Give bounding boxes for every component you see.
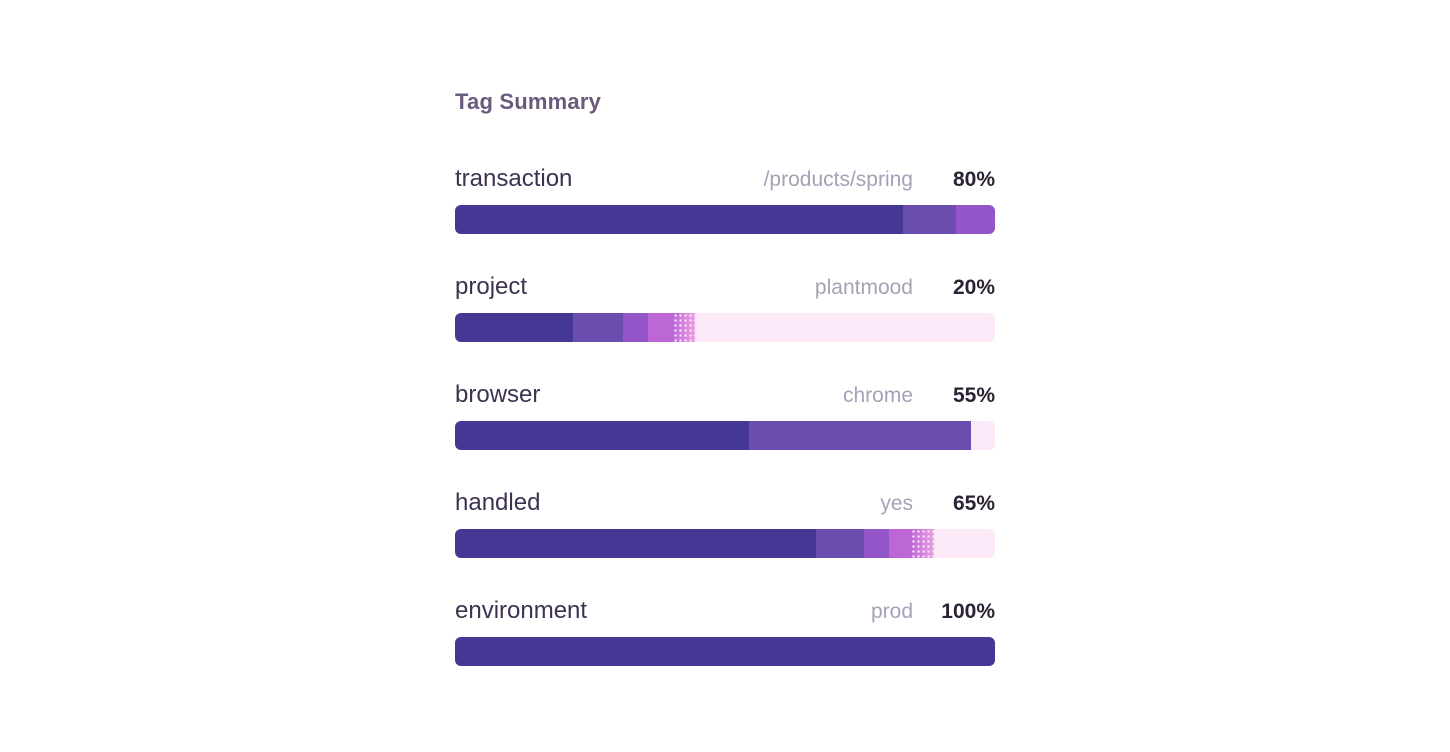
panel-title: Tag Summary bbox=[455, 89, 602, 114]
tag-row-header: browser chrome 55% bbox=[455, 380, 995, 410]
bar-segment[interactable] bbox=[455, 529, 816, 558]
tag-summary-panel: Tag Summary transaction /products/spring… bbox=[455, 88, 995, 704]
tag-name: environment bbox=[455, 597, 588, 624]
bar-segment[interactable] bbox=[748, 421, 971, 450]
tag-row-project: project plantmood 20% bbox=[455, 272, 995, 342]
tag-row-header: transaction /products/spring 80% bbox=[455, 164, 995, 194]
tag-top-value: prod bbox=[870, 600, 913, 623]
bar-segment[interactable] bbox=[573, 313, 624, 342]
tag-row-environment: environment prod 100% bbox=[455, 596, 995, 666]
tag-name: transaction bbox=[455, 165, 573, 192]
bar-segment[interactable] bbox=[903, 205, 956, 234]
tag-row-header: handled yes 65% bbox=[455, 488, 995, 518]
bar-segment[interactable] bbox=[888, 529, 911, 558]
tag-row-handled: handled yes 65% bbox=[455, 488, 995, 558]
tag-percent: 100% bbox=[941, 600, 995, 623]
bar-segment[interactable] bbox=[647, 313, 673, 342]
tag-percent: 55% bbox=[952, 384, 995, 407]
bar-segment[interactable] bbox=[815, 529, 864, 558]
tag-percent: 65% bbox=[952, 492, 995, 515]
tag-name: browser bbox=[455, 381, 541, 408]
bar-segment[interactable] bbox=[910, 529, 934, 558]
tag-percent: 20% bbox=[952, 276, 995, 299]
tag-top-value: plantmood bbox=[814, 276, 913, 299]
tag-percent: 80% bbox=[952, 168, 995, 191]
tag-distribution-bar[interactable] bbox=[455, 421, 995, 450]
tag-top-value: /products/spring bbox=[763, 168, 913, 191]
tag-row-header: environment prod 100% bbox=[455, 596, 995, 626]
tag-row-browser: browser chrome 55% bbox=[455, 380, 995, 450]
bar-segment[interactable] bbox=[672, 313, 695, 342]
tag-distribution-bar[interactable] bbox=[455, 313, 995, 342]
bar-segment[interactable] bbox=[455, 637, 995, 666]
tag-name: project bbox=[455, 273, 528, 300]
tag-name: handled bbox=[455, 489, 541, 516]
tag-row-transaction: transaction /products/spring 80% bbox=[455, 164, 995, 234]
tag-top-value: yes bbox=[880, 492, 913, 515]
bar-segment[interactable] bbox=[623, 313, 648, 342]
bar-segment[interactable] bbox=[455, 205, 904, 234]
bar-segment[interactable] bbox=[863, 529, 889, 558]
tag-distribution-bar[interactable] bbox=[455, 205, 995, 234]
tag-distribution-bar[interactable] bbox=[455, 637, 995, 666]
tag-top-value: chrome bbox=[842, 384, 913, 407]
tag-row-header: project plantmood 20% bbox=[455, 272, 995, 302]
tag-distribution-bar[interactable] bbox=[455, 529, 995, 558]
bar-segment[interactable] bbox=[955, 205, 995, 234]
bar-segment[interactable] bbox=[455, 421, 749, 450]
bar-segment[interactable] bbox=[455, 313, 574, 342]
